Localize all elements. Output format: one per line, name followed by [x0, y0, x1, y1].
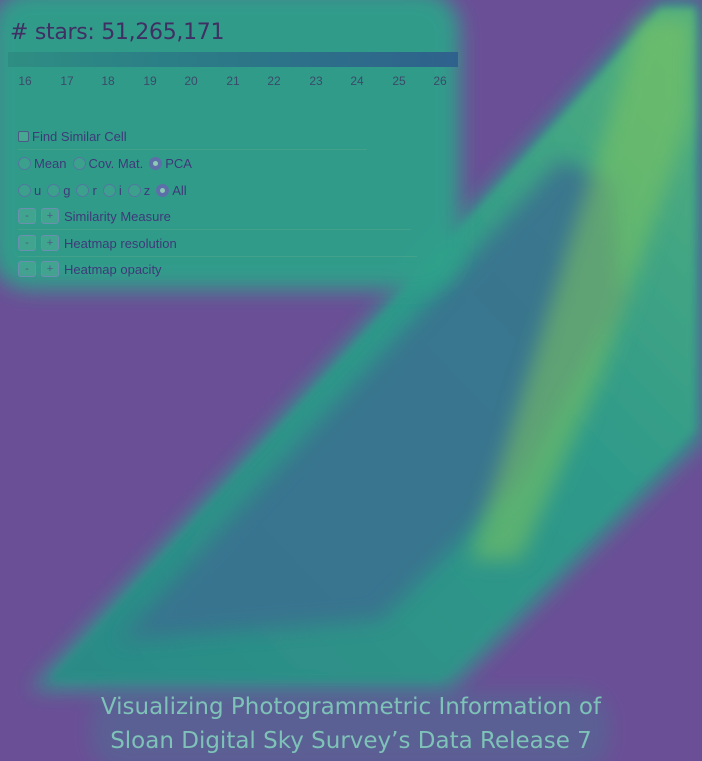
resolution-increase-button[interactable]: + [41, 235, 59, 251]
radio-checked-icon[interactable] [156, 183, 170, 197]
colorbar-tick: 17 [60, 74, 74, 88]
colorbar [8, 52, 458, 67]
opacity-decrease-button[interactable]: - [18, 261, 36, 277]
colorbar-tick: 24 [350, 74, 364, 88]
colorbar-tick: 18 [101, 74, 115, 88]
similarity-measure-label: Similarity Measure [64, 208, 171, 224]
heatmap-core [120, 160, 620, 640]
radio-icon[interactable] [72, 156, 86, 170]
colorbar-tick: 23 [309, 74, 323, 88]
resolution-decrease-button[interactable]: - [18, 235, 36, 251]
stat-option-label: PCA [165, 155, 192, 171]
band-option-label: r [92, 182, 97, 198]
band-option-i[interactable]: i [102, 182, 122, 198]
band-option-g[interactable]: g [47, 183, 70, 198]
panel-glow [0, 0, 460, 290]
band-option-all[interactable]: All [156, 182, 187, 198]
find-similar-label: Find Similar Cell [32, 128, 127, 144]
find-similar-checkbox[interactable] [18, 130, 29, 142]
colorbar-tick: 20 [184, 74, 198, 88]
band-option-z[interactable]: z [127, 182, 151, 198]
footer-glow [90, 690, 610, 761]
band-option-label: u [34, 182, 42, 198]
band-option-r[interactable]: r [76, 182, 97, 198]
footer-title-line-1: Visualizing Photogrammetric Information … [100, 694, 602, 720]
similarity-decrease-button[interactable]: - [18, 208, 36, 224]
footer-title-line-2: Sloan Digital Sky Survey’s Data Release … [110, 728, 592, 754]
heatmap-opacity-label: Heatmap opacity [64, 261, 162, 277]
radio-icon[interactable] [47, 183, 61, 197]
opacity-increase-button[interactable]: + [41, 261, 59, 277]
band-option-label: All [172, 182, 187, 198]
band-option-label: g [63, 182, 71, 198]
colorbar-tick: 22 [267, 74, 281, 88]
radio-icon[interactable] [102, 183, 116, 197]
colorbar-ticks: 16 17 18 19 20 21 22 23 24 25 26 [8, 74, 458, 90]
band-option-label: z [143, 182, 151, 198]
control-panel: # stars: 51,265,171 16 17 18 19 20 21 22… [0, 0, 470, 300]
star-count-label: # stars: 51,265,171 [10, 20, 225, 45]
heatmap-ridge [470, 20, 690, 560]
colorbar-tick: 16 [18, 74, 32, 88]
band-option-label: i [118, 182, 122, 198]
colorbar-tick: 25 [392, 74, 406, 88]
stat-option-pca[interactable]: PCA [149, 156, 192, 171]
stat-option-mean[interactable]: Mean [18, 156, 67, 171]
radio-icon[interactable] [18, 156, 31, 170]
find-similar-row[interactable]: Find Similar Cell [18, 126, 367, 150]
statistic-radio-group: Mean Cov. Mat. PCA [18, 153, 198, 173]
similarity-increase-button[interactable]: + [41, 208, 59, 224]
radio-icon[interactable] [76, 183, 90, 197]
similarity-measure-row: - + Similarity Measure [18, 206, 411, 230]
radio-checked-icon[interactable] [149, 156, 163, 170]
heatmap-opacity-row: - + Heatmap opacity [18, 259, 162, 279]
stat-option-label: Mean [34, 155, 67, 171]
colorbar-tick: 26 [433, 74, 447, 88]
band-option-u[interactable]: u [18, 183, 41, 198]
radio-icon[interactable] [127, 183, 141, 197]
heatmap-resolution-row: - + Heatmap resolution [18, 233, 417, 257]
heatmap-resolution-label: Heatmap resolution [64, 235, 177, 251]
stat-option-label: Cov. Mat. [88, 155, 144, 171]
colorbar-tick: 21 [226, 74, 240, 88]
stat-option-cov-mat[interactable]: Cov. Mat. [72, 155, 144, 171]
radio-icon[interactable] [18, 183, 31, 197]
band-radio-group: u g r i z All [18, 180, 193, 200]
colorbar-tick: 19 [143, 74, 157, 88]
